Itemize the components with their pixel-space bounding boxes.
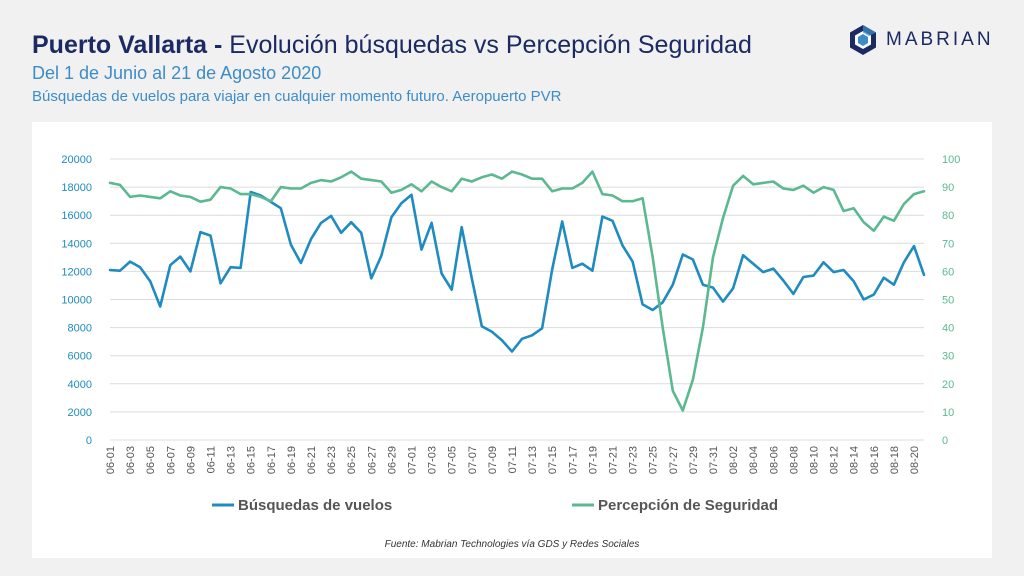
line-chart: 0 2000 4000 6000 8000 10000 12000 14000 16000 180…: [61, 154, 960, 514]
y-left-tick-label: 10000: [61, 295, 92, 307]
x-tick-label: 08-04: [748, 446, 760, 474]
x-tick-label: 07-27: [668, 446, 680, 474]
page-title: Puerto Vallarta - Evolución búsquedas vs…: [32, 30, 752, 60]
x-tick-label: 08-20: [909, 446, 921, 474]
title-location: Puerto Vallarta -: [32, 31, 230, 59]
x-tick-label: 06-29: [386, 446, 398, 474]
x-tick-label: 08-12: [829, 446, 841, 474]
brand-logo: MABRIAN: [848, 24, 994, 56]
y-right-tick-label: 90: [942, 182, 954, 194]
y-right-tick-label: 70: [942, 238, 954, 250]
x-tick-label: 08-18: [889, 446, 901, 474]
x-tick-label: 06-13: [226, 446, 238, 474]
x-tick-label: 07-17: [567, 446, 579, 474]
y-right-tick-label: 60: [942, 266, 954, 278]
y-left-tick-label: 4000: [68, 379, 92, 391]
x-tick-label: 07-29: [688, 446, 700, 474]
x-tick-label: 07-23: [628, 446, 640, 474]
page-subtitle: Del 1 de Junio al 21 de Agosto 2020: [32, 63, 322, 83]
y-right-tick-label: 80: [942, 210, 954, 222]
y-right-tick-label: 50: [942, 295, 954, 307]
y-left-tick-label: 8000: [68, 323, 92, 335]
x-tick-label: 06-27: [366, 446, 378, 474]
x-tick-label: 08-08: [788, 446, 800, 474]
y-left-tick-label: 18000: [61, 182, 92, 194]
series-line-security: [108, 170, 926, 412]
x-tick-label: 07-09: [487, 446, 499, 474]
legend-label: Búsquedas de vuelos: [238, 497, 392, 514]
x-tick-label: 07-05: [447, 446, 459, 474]
x-tick-label: 06-17: [266, 446, 278, 474]
y-right-tick-label: 100: [942, 154, 960, 166]
logo-text: MABRIAN: [886, 29, 994, 50]
y-right-tick-label: 40: [942, 323, 954, 335]
y-right-tick-label: 20: [942, 379, 954, 391]
y-right-tick-label: 30: [942, 351, 954, 363]
x-tick-label: 06-23: [326, 446, 338, 474]
header: Puerto Vallarta - Evolución búsquedas vs…: [32, 30, 752, 105]
y-left-tick-label: 12000: [61, 266, 92, 278]
y-left-tick-label: 20000: [61, 154, 92, 166]
x-tick-label: 06-01: [105, 446, 117, 474]
series-line-searches: [108, 190, 926, 353]
x-tick-label: 06-21: [306, 446, 318, 474]
source-note: Fuente: Mabrian Technologies vía GDS y R…: [384, 539, 640, 550]
x-tick-label: 07-07: [467, 446, 479, 474]
y-left-tick-label: 14000: [61, 238, 92, 250]
y-right-tick-label: 10: [942, 407, 954, 419]
y-right-tick-label: 0: [942, 435, 948, 447]
x-tick-label: 06-03: [125, 446, 137, 474]
x-tick-label: 08-10: [808, 446, 820, 474]
y-left-tick-label: 6000: [68, 351, 92, 363]
x-tick-label: 07-03: [427, 446, 439, 474]
x-tick-label: 06-05: [145, 446, 157, 474]
y-left-tick-label: 0: [86, 435, 92, 447]
title-description: Evolución búsquedas vs Percepción Seguri…: [229, 31, 752, 59]
x-tick-label: 07-15: [547, 446, 559, 474]
hexagon-logo-icon: [850, 25, 876, 55]
legend-label: Percepción de Seguridad: [598, 497, 778, 514]
x-tick-label: 08-14: [849, 446, 861, 474]
page-subtitle-secondary: Búsquedas de vuelos para viajar en cualq…: [32, 88, 562, 105]
x-tick-label: 08-06: [768, 446, 780, 474]
x-tick-label: 06-25: [346, 446, 358, 474]
x-tick-label: 06-11: [205, 446, 217, 473]
x-tick-label: 06-15: [246, 446, 258, 474]
x-tick-label: 07-01: [406, 446, 418, 474]
x-tick-label: 08-02: [728, 446, 740, 474]
x-tick-label: 07-31: [708, 446, 720, 474]
chart-panel: 0 2000 4000 6000 8000 10000 12000 14000 16000 180…: [32, 122, 992, 558]
x-tick-label: 07-11: [507, 446, 519, 473]
x-tick-label: 07-13: [527, 446, 539, 474]
x-tick-label: 07-19: [587, 446, 599, 474]
y-left-tick-label: 16000: [61, 210, 92, 222]
x-tick-label: 06-07: [165, 446, 177, 474]
x-tick-label: 07-21: [607, 446, 619, 474]
x-tick-label: 08-16: [869, 446, 881, 474]
x-tick-label: 07-25: [648, 446, 660, 474]
y-left-tick-label: 2000: [68, 407, 92, 419]
x-tick-label: 06-09: [185, 446, 197, 474]
x-tick-label: 06-19: [286, 446, 298, 474]
